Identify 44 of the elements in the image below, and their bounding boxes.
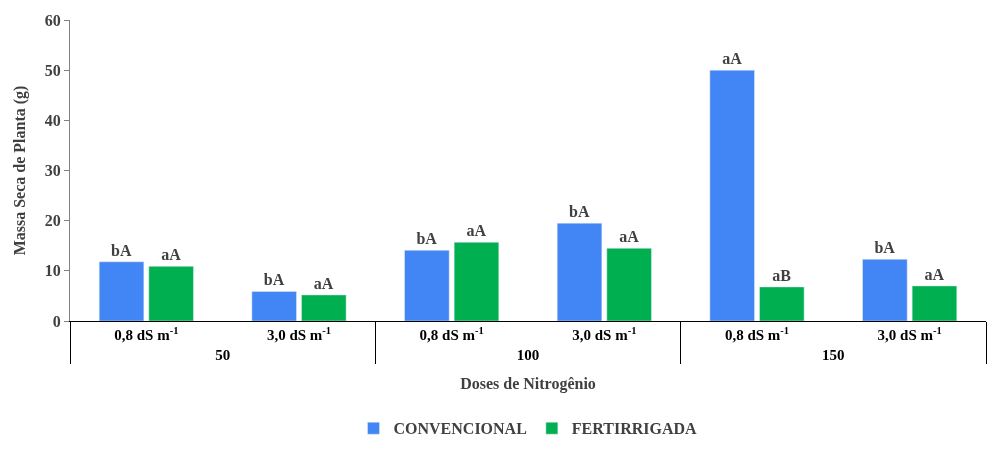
- x-tick-label: 0,8 dS m$^{-1}$: [724, 324, 790, 343]
- bar: [404, 250, 450, 321]
- data-label: aA: [924, 265, 945, 283]
- bar: [98, 261, 145, 321]
- text: 150: [822, 347, 845, 364]
- bar: [606, 248, 652, 321]
- x-tick-label: 0,8 dS m$^{-1}$: [114, 324, 179, 343]
- y-tick-label: 0: [52, 312, 61, 330]
- x-tick-label: 3,0 dS m$^{-1}$: [266, 324, 332, 343]
- bar: [251, 291, 297, 321]
- bar: [301, 294, 347, 321]
- bar: [709, 69, 755, 321]
- y-tick-label: 10: [44, 262, 61, 280]
- y-tick-label: 30: [44, 162, 61, 180]
- data-label: aA: [466, 222, 487, 240]
- legend-label: CONVENCIONAL: [393, 420, 527, 438]
- bar: [556, 222, 603, 321]
- y-tick-label: 40: [44, 111, 61, 129]
- data-label: aA: [722, 50, 743, 68]
- data-label: aA: [161, 246, 182, 264]
- data-label: aB: [772, 266, 792, 284]
- bar: [148, 266, 194, 321]
- y-tick-label: 20: [44, 212, 61, 230]
- y-tick-label: 50: [44, 61, 61, 79]
- x-tick-label: 0,8 dS m$^{-1}$: [419, 324, 484, 343]
- data-label: bA: [416, 230, 438, 248]
- data-label: bA: [569, 203, 590, 221]
- x-tick-label: 3,0 dS m$^{-1}$: [877, 324, 942, 343]
- y-tick-label: 60: [44, 11, 61, 29]
- bar: [862, 259, 908, 321]
- data-label: bA: [111, 241, 132, 259]
- text: 100: [516, 347, 540, 364]
- text: 50: [215, 347, 231, 364]
- data-label: bA: [874, 239, 896, 257]
- data-label: bA: [263, 271, 285, 289]
- bar: [759, 286, 805, 321]
- y-axis-title: Massa Seca de Planta (g): [10, 85, 29, 256]
- x-tick-label: 3,0 dS m$^{-1}$: [572, 324, 637, 343]
- legend-label: FERTIRRIGADA: [571, 420, 698, 438]
- bar: [911, 285, 958, 321]
- data-label: aA: [313, 274, 334, 292]
- bar: [453, 241, 500, 321]
- x-axis-title: Doses de Nitrogênio: [460, 375, 596, 393]
- data-label: aA: [619, 228, 640, 246]
